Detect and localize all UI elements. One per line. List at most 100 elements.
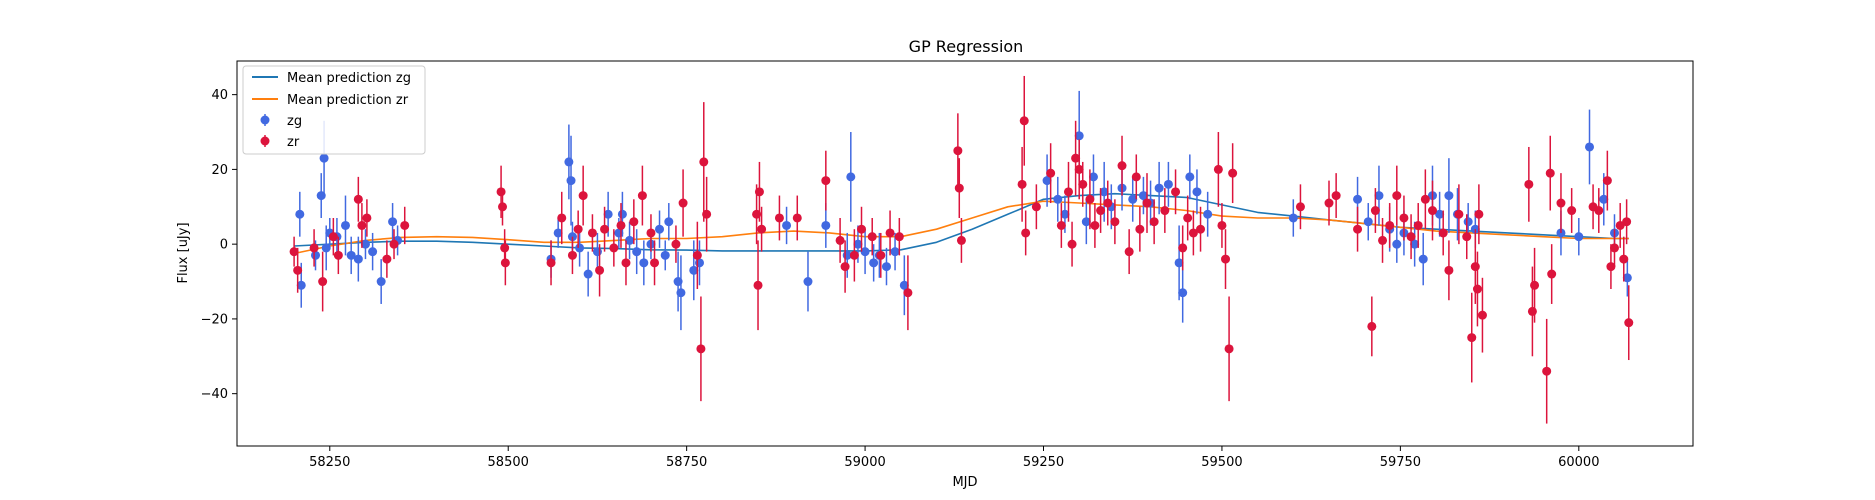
zg-point (1081, 217, 1091, 227)
zr-point (857, 224, 867, 234)
zr-point (1619, 254, 1629, 264)
zr-point (1567, 206, 1577, 216)
zr-point (702, 209, 712, 219)
zr-point (1213, 164, 1223, 174)
zr-point (1444, 265, 1454, 275)
legend-label-zg-mean: Mean prediction zg (287, 71, 411, 86)
zg-point (388, 217, 398, 227)
zr-point (757, 224, 767, 234)
zg-point (1074, 131, 1084, 141)
zr-point (1438, 228, 1448, 238)
zr-point (1624, 318, 1634, 328)
zr-point (903, 288, 913, 298)
zr-point (595, 265, 605, 275)
zg-point (782, 220, 792, 230)
zr-point (753, 280, 763, 290)
zr-point (1188, 228, 1198, 238)
zr-point (333, 250, 343, 260)
mean-line-zr (293, 200, 1629, 255)
zg-point (1622, 273, 1632, 283)
zg-point (803, 277, 813, 287)
zr-point (1142, 198, 1152, 208)
zg-point (1053, 194, 1063, 204)
series-layer (289, 75, 1634, 424)
zg-point (1463, 217, 1473, 227)
zr-point (1542, 366, 1552, 376)
zg-point (1042, 176, 1052, 186)
legend-label-zr-mean: Mean prediction zr (287, 93, 409, 108)
zr-point (600, 224, 610, 234)
zr-point (1178, 243, 1188, 253)
zr-point (1609, 243, 1619, 253)
zg-point (1163, 179, 1173, 189)
zg-point (655, 224, 665, 234)
zr-point (867, 232, 877, 242)
zr-point (1160, 206, 1170, 216)
zg-point (1138, 191, 1148, 201)
zr-point (1622, 217, 1632, 227)
zr-point (1103, 198, 1113, 208)
zg-point (575, 243, 585, 253)
zr-point (629, 217, 639, 227)
y-tick-label: 0 (220, 238, 228, 253)
zg-point (1192, 187, 1202, 197)
zg-point (340, 220, 350, 230)
zr-point (1228, 168, 1238, 178)
zr-point (956, 235, 966, 245)
zg-point (664, 217, 674, 227)
zg-point (346, 250, 356, 260)
zg-point (1185, 172, 1195, 182)
y-tick-label: 40 (211, 88, 228, 103)
zg-point (321, 243, 331, 253)
zr-point (754, 187, 764, 197)
zr-point (1090, 220, 1100, 230)
zr-point (821, 176, 831, 186)
legend-label-zg: zg (287, 114, 302, 129)
zr-point (1594, 206, 1604, 216)
zr-point (328, 232, 338, 242)
zr-point (885, 228, 895, 238)
zg-point (1060, 209, 1070, 219)
zr-point (1467, 333, 1477, 343)
zr-point (876, 250, 886, 260)
zg-point (1353, 194, 1363, 204)
zr-point (1378, 235, 1388, 245)
zr-point (1527, 306, 1537, 316)
x-tick-label: 58250 (309, 455, 350, 470)
zg-point (1088, 172, 1098, 182)
zr-point (646, 228, 656, 238)
zg-point (592, 247, 602, 257)
zr-point (1324, 198, 1334, 208)
zg-point (1410, 239, 1420, 249)
zg-point (319, 153, 329, 163)
zr-point (1420, 194, 1430, 204)
zr-point (953, 146, 963, 156)
zg-point (1574, 232, 1584, 242)
zr-point (1021, 228, 1031, 238)
zr-point (1406, 232, 1416, 242)
zg-point (603, 209, 613, 219)
zr-point (1117, 161, 1127, 171)
zr-point (894, 232, 904, 242)
zr-point (1221, 254, 1231, 264)
zr-point (500, 243, 510, 253)
x-tick-label: 60000 (1558, 455, 1599, 470)
zr-point (1056, 220, 1066, 230)
zr-point (578, 191, 588, 201)
legend: Mean prediction zg Mean prediction zr zg… (242, 65, 426, 155)
zr-point (1606, 262, 1616, 272)
zr-point (1217, 220, 1227, 230)
zr-point (1367, 321, 1377, 331)
y-tick-label: −20 (201, 312, 228, 327)
y-axis: −40 −20 0 20 40 (201, 88, 237, 402)
zr-point (1399, 213, 1409, 223)
zr-point (1071, 153, 1081, 163)
zr-point (293, 265, 303, 275)
zr-point (1224, 344, 1234, 354)
zr-point (1545, 168, 1555, 178)
zg-point (1099, 187, 1109, 197)
zg-point (295, 209, 305, 219)
legend-label-zr: zr (287, 135, 300, 150)
zg-point (890, 247, 900, 257)
